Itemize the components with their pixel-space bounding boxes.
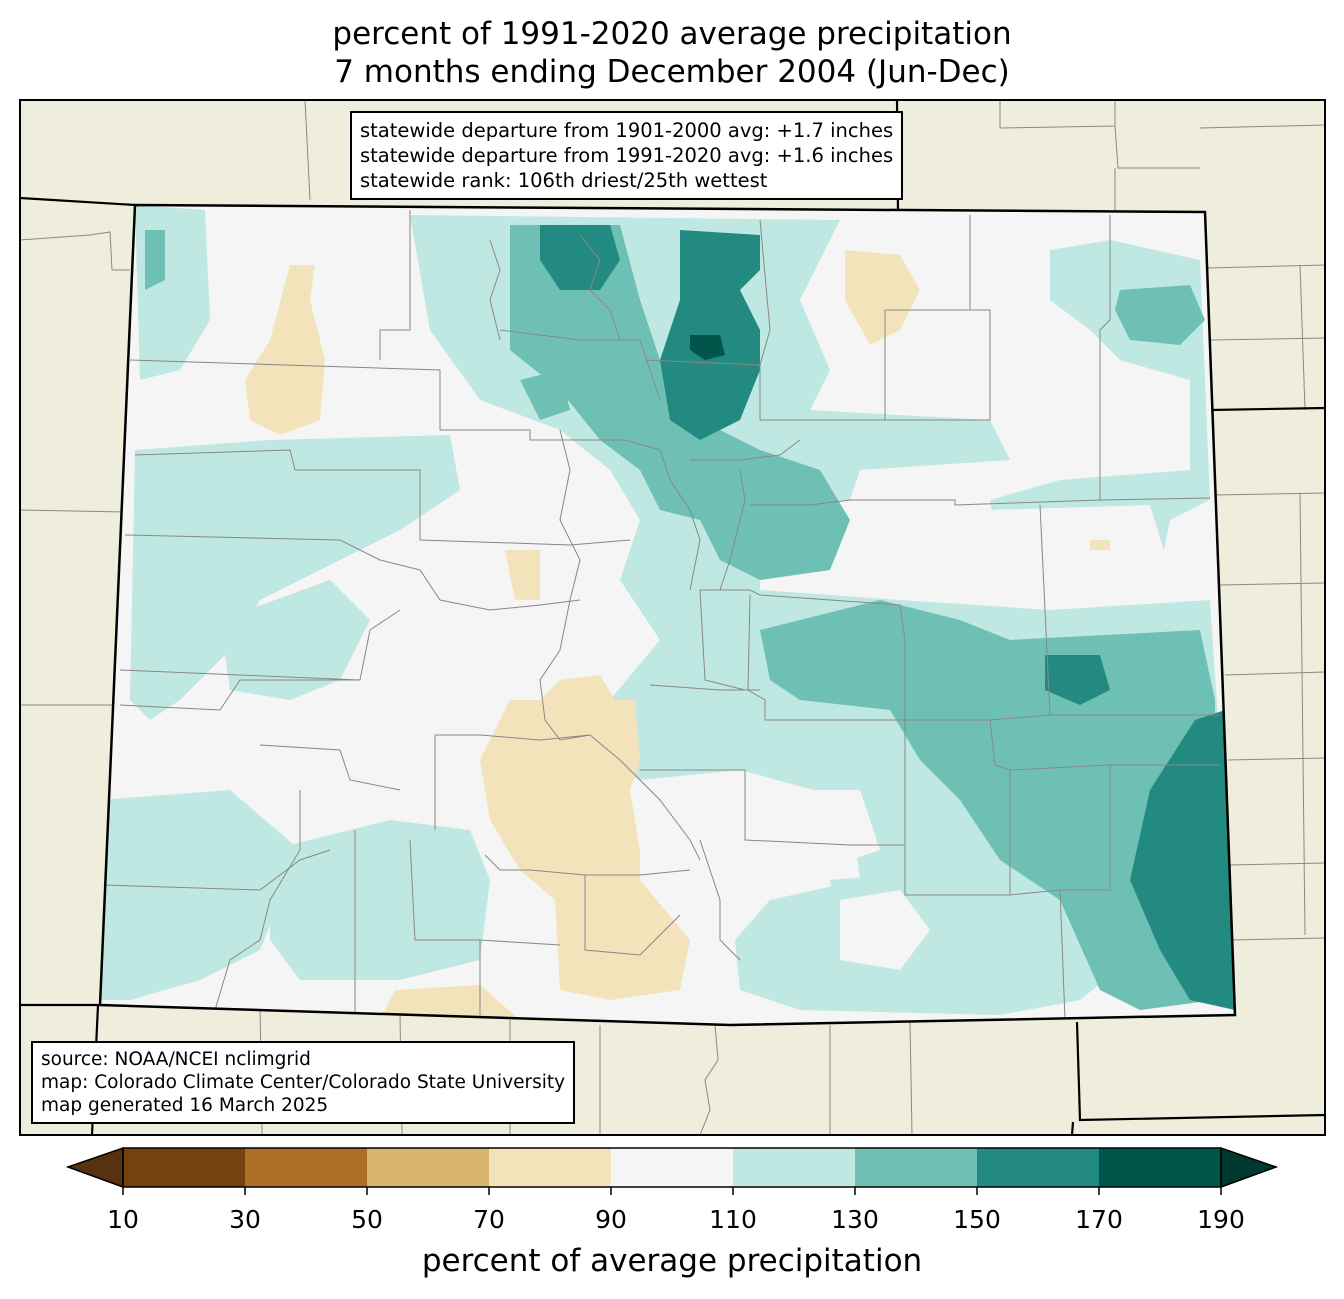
colorbar-swatch [733,1148,856,1187]
credits-map: map: Colorado Climate Center/Colorado St… [41,1072,566,1093]
zone-170-190 [690,335,725,360]
credits-generated: map generated 16 March 2025 [41,1095,329,1116]
colorbar-outline [122,1147,1222,1188]
colorbar-tick-label: 90 [595,1205,627,1234]
colorbar-swatch [855,1148,978,1187]
map-title-line2: 7 months ending December 2004 (Jun-Dec) [334,54,1010,90]
stats-departure-1991: statewide departure from 1991-2020 avg: … [360,144,894,167]
colorbar-swatch [123,1148,246,1187]
colorbar-tick-label: 150 [953,1205,1001,1234]
colorbar-tick-label: 190 [1197,1205,1245,1234]
colorbar-under-arrow [65,1146,124,1189]
map-frame [19,99,1326,1136]
colorbar-swatch [489,1148,612,1187]
neighbor-county-lines [20,100,1325,1135]
colorado-border [98,203,1237,1027]
colorbar-tick-label: 70 [473,1205,505,1234]
credits-source: source: NOAA/NCEI nclimgrid [41,1049,311,1070]
colorbar-tick-label: 130 [831,1205,879,1234]
colorbar-over-arrow [1220,1146,1279,1189]
stats-departure-1901: statewide departure from 1901-2000 avg: … [360,119,894,142]
statewide-stats-box: statewide departure from 1901-2000 avg: … [350,111,904,200]
colorbar [65,1146,1279,1195]
colorbar-swatch [367,1148,490,1187]
colorbar-label: percent of average precipitation [421,1243,923,1279]
precipitation-map [19,99,1326,1136]
colorbar-swatch [245,1148,368,1187]
county-lines [104,210,1220,1021]
colorbar-swatch [1099,1148,1222,1187]
colorbar-swatch [611,1148,734,1187]
colorbar-tick-label: 110 [709,1205,757,1234]
zone-70-90 [245,250,1110,1020]
colorado-precip-field [100,205,1235,1025]
colorbar-swatch [977,1148,1100,1187]
map-title-line1: percent of 1991-2020 average precipitati… [332,16,1012,52]
colorbar-tick-label: 170 [1075,1205,1123,1234]
stats-rank: statewide rank: 106th driest/25th wettes… [360,169,768,192]
colorbar-tick-label: 10 [107,1205,139,1234]
colorbar-tick-label: 50 [351,1205,383,1234]
colorbar-tick-label: 30 [229,1205,261,1234]
zone-90-110-holes [770,505,1170,970]
credits-box: source: NOAA/NCEI nclimgrid map: Colorad… [31,1041,576,1124]
